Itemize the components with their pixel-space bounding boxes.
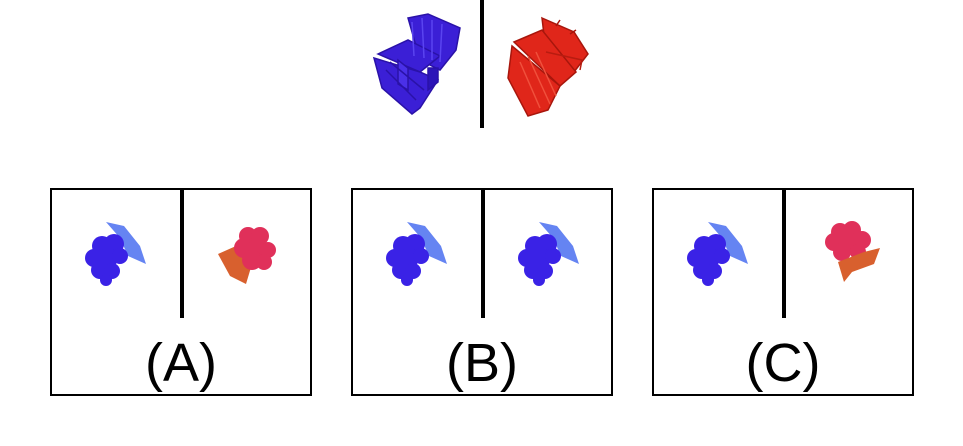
grapes-icon (85, 222, 146, 286)
grapes-icon (687, 222, 748, 286)
grapes-icon (218, 227, 276, 284)
option-a[interactable]: (A) (50, 188, 312, 396)
option-b-label: (B) (446, 333, 518, 393)
grapes-icon (518, 222, 579, 286)
option-c-divider (782, 190, 786, 318)
option-a-divider (180, 190, 184, 318)
option-c-label: (C) (745, 333, 821, 393)
option-c[interactable]: (C) (652, 188, 914, 396)
option-a-label: (A) (145, 333, 217, 393)
grapes-icon (386, 222, 447, 286)
chair-icon (507, 16, 589, 117)
chair-icon (372, 13, 461, 115)
grapes-icon (825, 221, 880, 282)
option-b[interactable]: (B) (351, 188, 613, 396)
prompt-divider (480, 0, 484, 128)
option-b-divider (481, 190, 485, 318)
